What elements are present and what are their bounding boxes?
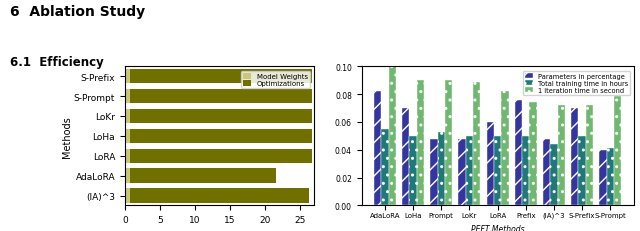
- Bar: [571, 109, 579, 206]
- Bar: [402, 109, 410, 206]
- Bar: [125, 70, 131, 84]
- Bar: [430, 139, 438, 206]
- Bar: [557, 106, 565, 206]
- Bar: [515, 100, 522, 206]
- Bar: [131, 149, 312, 163]
- Bar: [550, 145, 557, 206]
- Bar: [131, 70, 312, 84]
- Bar: [579, 136, 586, 206]
- Bar: [131, 188, 308, 203]
- Bar: [607, 149, 614, 206]
- Bar: [529, 103, 537, 206]
- Legend: Parameters in percentage, Total training time in hours, 1 iteration time in seco: Parameters in percentage, Total training…: [523, 72, 630, 96]
- Y-axis label: Methods: Methods: [62, 116, 72, 157]
- Text: 6.1  Efficiency: 6.1 Efficiency: [10, 55, 103, 68]
- Bar: [125, 188, 131, 203]
- Bar: [410, 136, 417, 206]
- Bar: [494, 136, 501, 206]
- Bar: [458, 139, 466, 206]
- Bar: [125, 149, 131, 163]
- Legend: Model Weights, Optimizations: Model Weights, Optimizations: [241, 72, 310, 89]
- Bar: [614, 96, 621, 206]
- X-axis label: PEFT Methods: PEFT Methods: [471, 224, 524, 231]
- Bar: [125, 109, 131, 124]
- Bar: [599, 150, 607, 206]
- Bar: [125, 90, 131, 104]
- Bar: [445, 81, 452, 206]
- Bar: [388, 67, 396, 206]
- Bar: [473, 82, 481, 206]
- Bar: [125, 129, 131, 143]
- Bar: [125, 169, 131, 183]
- Bar: [586, 106, 593, 206]
- Bar: [131, 169, 276, 183]
- Bar: [131, 90, 312, 104]
- Bar: [466, 136, 473, 206]
- X-axis label: Memory Cost (GB): Memory Cost (GB): [178, 230, 260, 231]
- Bar: [374, 92, 381, 206]
- Bar: [501, 92, 509, 206]
- Bar: [381, 129, 388, 206]
- Bar: [417, 81, 424, 206]
- Bar: [438, 132, 445, 206]
- Bar: [543, 139, 550, 206]
- Text: 6  Ablation Study: 6 Ablation Study: [10, 5, 145, 18]
- Bar: [131, 129, 312, 143]
- Bar: [522, 136, 529, 206]
- Bar: [486, 122, 494, 206]
- Bar: [131, 109, 312, 124]
